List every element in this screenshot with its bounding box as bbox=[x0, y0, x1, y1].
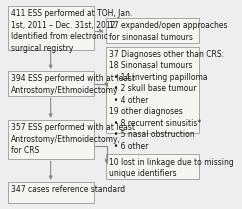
Text: 411 ESS performed at TOH, Jan.
1st, 2011 – Dec. 31st, 2012
Identified from elect: 411 ESS performed at TOH, Jan. 1st, 2011… bbox=[11, 9, 133, 53]
Text: 37 Diagnoses other than CRS:
18 Sinonasal tumours
  • 14 inverting papilloma
  •: 37 Diagnoses other than CRS: 18 Sinonasa… bbox=[109, 50, 224, 150]
FancyBboxPatch shape bbox=[8, 182, 94, 203]
FancyBboxPatch shape bbox=[8, 120, 94, 159]
FancyBboxPatch shape bbox=[106, 47, 199, 133]
Text: 394 ESS performed with at least
Antrostomy/Ethmoidectomy: 394 ESS performed with at least Antrosto… bbox=[11, 74, 135, 95]
Text: 357 ESS performed with at least
Antrostomy/Ethmoidectomy,
for CRS: 357 ESS performed with at least Antrosto… bbox=[11, 123, 135, 155]
FancyBboxPatch shape bbox=[8, 71, 94, 96]
Text: 17 expanded/open approaches
for sinonasal tumours: 17 expanded/open approaches for sinonasa… bbox=[109, 22, 227, 42]
Text: 347 cases reference standard: 347 cases reference standard bbox=[11, 185, 125, 194]
Text: 10 lost in linkage due to missing
unique identifiers: 10 lost in linkage due to missing unique… bbox=[109, 158, 234, 178]
FancyBboxPatch shape bbox=[106, 18, 199, 43]
FancyBboxPatch shape bbox=[8, 6, 94, 50]
FancyBboxPatch shape bbox=[106, 154, 199, 179]
